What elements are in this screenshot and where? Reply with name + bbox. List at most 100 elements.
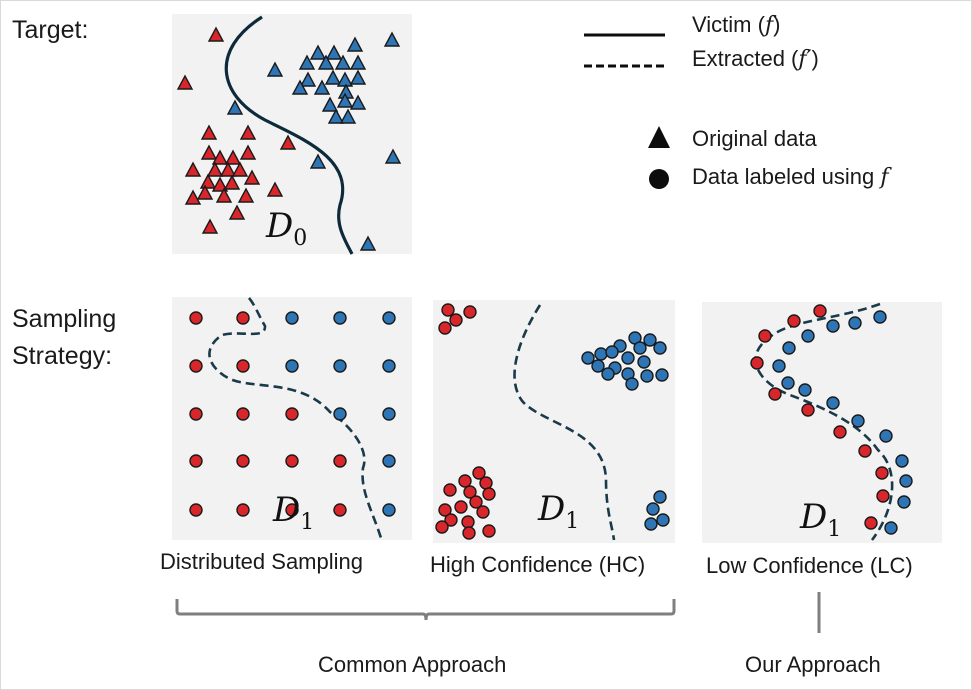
sampling-label-line1: Sampling [12, 305, 117, 333]
circle-marker [826, 396, 840, 410]
circle-marker [848, 316, 862, 330]
circle-marker [444, 513, 458, 527]
circle-marker [876, 489, 890, 503]
triangle-marker [266, 181, 284, 197]
triangle-marker [324, 69, 342, 85]
legend-labeled-symbol: f [880, 165, 889, 190]
circle-marker [851, 414, 865, 428]
triangle-marker [206, 161, 224, 177]
high-confidence-points [435, 303, 670, 540]
circle-marker [189, 503, 203, 517]
circle-marker [621, 351, 635, 365]
circle-marker [285, 311, 299, 325]
triangle-marker [309, 44, 327, 60]
circle-marker [864, 516, 878, 530]
triangle-marker [224, 149, 242, 165]
hc-caption: High Confidence (HC) [430, 552, 646, 577]
circle-marker [382, 503, 396, 517]
circle-marker [236, 503, 250, 517]
circle-marker [236, 311, 250, 325]
circle-marker [454, 500, 468, 514]
circle-marker [482, 487, 496, 501]
triangle-marker [349, 94, 367, 110]
circle-marker [236, 359, 250, 373]
circle-marker [643, 333, 657, 347]
circle-marker [858, 444, 872, 458]
legend-extracted-text: Extracted ( [692, 46, 799, 71]
distributed-dataset-name: D [273, 490, 301, 530]
triangle-marker [231, 161, 249, 177]
distributed-dataset-sub: 1 [300, 509, 315, 535]
triangle-marker [336, 92, 354, 108]
circle-marker [458, 474, 472, 488]
circle-marker [443, 483, 457, 497]
triangle-marker [384, 148, 402, 164]
circle-marker [469, 495, 483, 509]
circle-marker [782, 341, 796, 355]
hc-dataset-name: D [538, 489, 566, 529]
legend-labeled-data: Data labeled using f [692, 164, 889, 191]
circle-marker [655, 368, 669, 382]
triangle-marker [299, 71, 317, 87]
circle-marker [581, 351, 595, 365]
circle-marker [333, 311, 347, 325]
circle-marker [768, 387, 782, 401]
circle-marker [382, 454, 396, 468]
circle-marker [438, 503, 452, 517]
circle-marker [591, 359, 605, 373]
circle-marker [482, 524, 496, 538]
triangle-marker [226, 99, 244, 115]
triangle-marker [325, 44, 343, 60]
legend-original-data: Original data [692, 126, 817, 151]
target-dataset-name: D [266, 206, 294, 246]
circle-marker [285, 407, 299, 421]
circle-marker [189, 407, 203, 421]
circle-marker [826, 319, 840, 333]
circle-marker [476, 505, 490, 519]
circle-marker [605, 345, 619, 359]
circle-marker [758, 329, 772, 343]
circle-marker [640, 369, 654, 383]
triangle-marker [327, 108, 345, 124]
circle-marker [435, 520, 449, 534]
lc-dataset-sub: 1 [827, 516, 842, 542]
lc-dataset-label: D1 [800, 497, 841, 542]
circle-marker [333, 454, 347, 468]
circle-marker [285, 454, 299, 468]
triangle-marker [223, 174, 241, 190]
triangle-marker [184, 189, 202, 205]
circle-marker [601, 367, 615, 381]
circle-marker [801, 403, 815, 417]
triangle-marker [349, 69, 367, 85]
legend-extracted-symbol: f′ [798, 47, 812, 72]
circle-marker [884, 521, 898, 535]
triangle-marker [336, 71, 354, 87]
circle-marker [382, 407, 396, 421]
triangle-marker [243, 169, 261, 185]
lc-caption: Low Confidence (LC) [706, 553, 913, 578]
circle-marker [382, 311, 396, 325]
triangle-marker [211, 149, 229, 165]
target-class-a-triangles [176, 26, 297, 234]
circle-marker [637, 355, 651, 369]
triangle-marker [239, 124, 257, 140]
target-label: Target: [12, 16, 89, 44]
triangle-marker [291, 79, 309, 95]
legend-circle-icon [649, 169, 669, 189]
sampling-label-line2: Strategy: [12, 342, 113, 370]
triangle-marker [239, 144, 257, 160]
circle-marker [625, 377, 639, 391]
circle-marker [653, 490, 667, 504]
circle-marker [236, 407, 250, 421]
circle-marker [833, 425, 847, 439]
triangle-marker [346, 36, 364, 52]
circle-marker [875, 466, 889, 480]
distributed-sampling-points [189, 311, 396, 517]
triangle-marker [298, 54, 316, 70]
triangle-marker [309, 153, 327, 169]
circle-marker [813, 304, 827, 318]
legend-extracted: Extracted (f′) [692, 46, 819, 73]
circle-marker [653, 341, 667, 355]
triangle-marker [317, 54, 335, 70]
circle-marker [333, 359, 347, 373]
